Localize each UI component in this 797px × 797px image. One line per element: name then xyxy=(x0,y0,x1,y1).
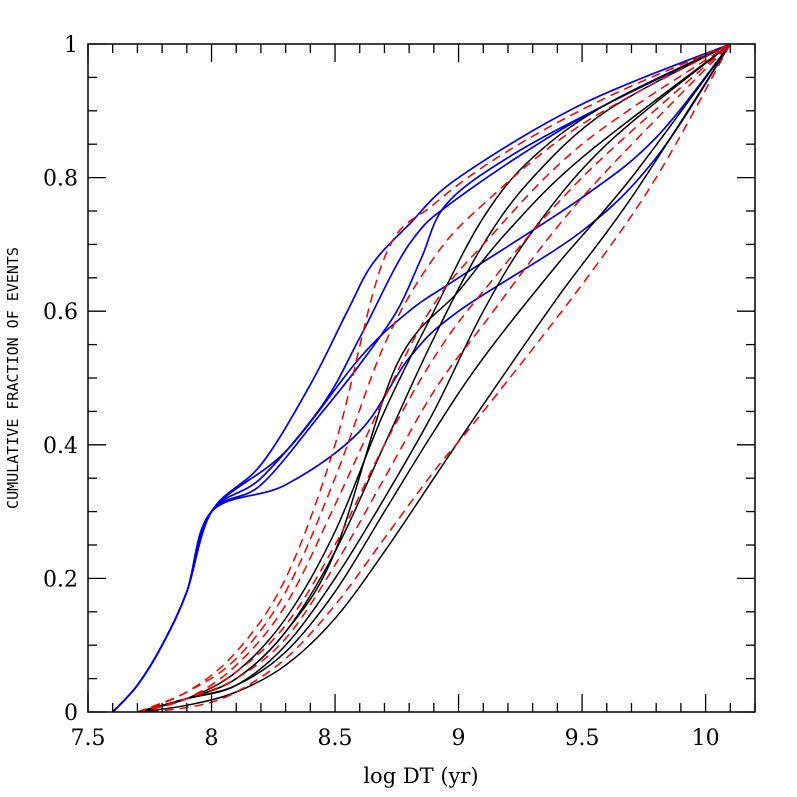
series-line-red-15 xyxy=(137,44,731,712)
series-line-black-7 xyxy=(137,44,731,712)
y-tick-label: 0 xyxy=(64,701,78,726)
series-line-black-11 xyxy=(137,44,731,712)
y-tick-label: 0.4 xyxy=(43,434,78,459)
series-line-black-10 xyxy=(137,44,731,712)
x-tick-label: 7.5 xyxy=(71,726,106,751)
series-layer xyxy=(112,44,732,712)
y-tick-label: 0.2 xyxy=(43,567,78,592)
y-tick-label: 0.6 xyxy=(43,300,78,325)
x-axis-title: log DT (yr) xyxy=(363,764,478,788)
y-tick-label: 1 xyxy=(64,33,78,58)
series-line-red-12 xyxy=(137,44,731,712)
y-tick-label: 0.8 xyxy=(43,167,78,192)
y-axis-title: CUMULATIVE FRACTION OF EVENTS xyxy=(4,247,22,509)
x-tick-label: 8 xyxy=(205,726,219,751)
series-line-red-14 xyxy=(137,44,731,712)
series-line-black-6 xyxy=(137,44,731,712)
x-tick-label: 9 xyxy=(452,726,466,751)
plot-frame xyxy=(87,43,756,713)
series-line-black-8 xyxy=(137,44,731,712)
series-line-red-16 xyxy=(137,44,731,712)
x-tick-label: 10 xyxy=(692,726,720,751)
x-tick-label: 9.5 xyxy=(565,726,600,751)
series-line-red-13 xyxy=(137,44,731,712)
tick-labels: 7.5 8 8.5 9 9.5 10 0 0.2 0.4 0.6 0.8 1 xyxy=(43,33,720,751)
x-tick-label: 8.5 xyxy=(318,726,353,751)
series-line-blue-5 xyxy=(112,44,732,712)
series-line-black-9 xyxy=(137,44,731,712)
series-line-red-17 xyxy=(149,44,731,712)
